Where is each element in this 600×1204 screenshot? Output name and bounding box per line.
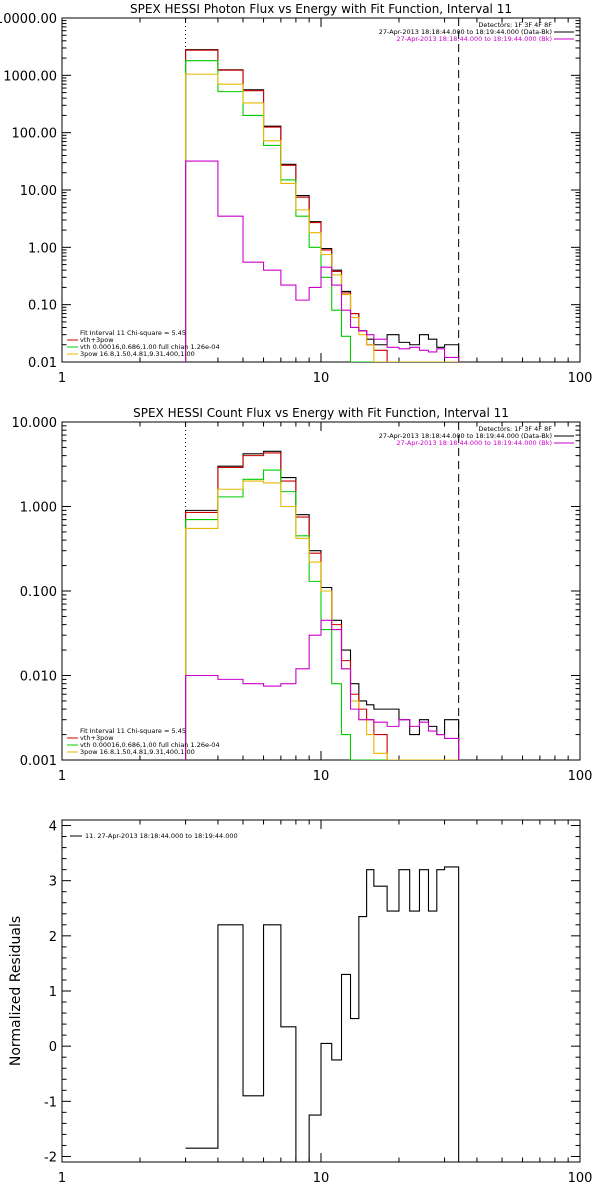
panel2-y-tick-label: 0.100 bbox=[20, 585, 57, 600]
panel1-plot-frame bbox=[61, 17, 581, 363]
panel1-x-tick-label: 10 bbox=[313, 371, 330, 386]
panel2-y-tick-label: 1.000 bbox=[20, 501, 57, 516]
panel1-legend-topright-text: 27-Apr-2013 18:18:44.000 to 18:19:44.000… bbox=[396, 35, 552, 43]
panel1-legend-bottomleft-text: 3pow 16.8,1.50,4.81,9.31,400,1.00 bbox=[80, 350, 195, 358]
panel2-legend-bottomleft-text: 3pow 16.8,1.50,4.81,9.31,400,1.00 bbox=[80, 748, 195, 756]
panel1-title: SPEX HESSI Photon Flux vs Energy with Fi… bbox=[130, 2, 512, 16]
panel1-series-3pow bbox=[185, 73, 460, 362]
panel1-series-bk bbox=[185, 160, 460, 362]
panel2-series-vth-3pow bbox=[185, 452, 460, 760]
panel3-y-tick-label: 4 bbox=[49, 820, 57, 835]
panel2-y-tick-label: 0.001 bbox=[20, 754, 57, 769]
panel2-x-tick-label: 1 bbox=[58, 769, 66, 784]
panel3-y-tick-label: 2 bbox=[49, 930, 57, 945]
panel3-series-residual bbox=[185, 866, 460, 1162]
panel1-x-tick-label: 1 bbox=[58, 371, 66, 386]
panel3-y-axis-label: Normalized Residuals bbox=[8, 916, 24, 1066]
panel1-y-tick-label: 100.00 bbox=[12, 127, 58, 142]
panel1-legend-bottomleft-text: vth+3pow bbox=[80, 336, 114, 344]
panel1-legend-topright-text: 27-Apr-2013 18:18:44.000 to 18:19:44.000… bbox=[379, 28, 552, 36]
panel2-legend-topright-text: 27-Apr-2013 18:18:44.000 to 18:19:44.000… bbox=[379, 432, 552, 440]
panel1-x-tick-label: 100 bbox=[568, 371, 593, 386]
panel1-y-tick-label: 0.10 bbox=[28, 299, 57, 314]
panel1-y-tick-label: 0.01 bbox=[28, 356, 57, 371]
panel1-y-tick-label: 1000.00 bbox=[3, 69, 57, 84]
panel2-series-vth bbox=[185, 469, 460, 760]
panel1-y-tick-label: 1.00 bbox=[28, 241, 57, 256]
panel2-series-bk bbox=[185, 619, 460, 760]
panel2-x-tick-label: 100 bbox=[568, 769, 593, 784]
panel1-legend-bottomleft-text: vth 0.00016,0.686,1.00 full chian 1.26e-… bbox=[80, 343, 220, 351]
panel2-y-tick-label: 10.000 bbox=[12, 416, 58, 431]
panel2-legend-topright-text: Detectors: 1F 3F 4F 8F bbox=[478, 425, 552, 433]
panel1-y-tick-label: 10000.00 bbox=[0, 12, 57, 27]
panel3-x-tick-label: 100 bbox=[568, 1171, 593, 1186]
panel1-series-data-bk bbox=[185, 49, 460, 362]
panel2-series-data-bk bbox=[185, 450, 460, 760]
panel3-y-tick-label: -1 bbox=[44, 1095, 57, 1110]
panel2-y-tick-label: 0.010 bbox=[20, 670, 57, 685]
panel3-x-tick-label: 1 bbox=[58, 1171, 66, 1186]
panel2-legend-bottomleft-text: vth+3pow bbox=[80, 734, 114, 742]
panel3-y-tick-label: 1 bbox=[49, 985, 57, 1000]
panel1-y-tick-label: 10.00 bbox=[20, 184, 57, 199]
panel2-title: SPEX HESSI Count Flux vs Energy with Fit… bbox=[133, 406, 509, 420]
panel2-legend-topright-text: 27-Apr-2013 18:18:44.000 to 18:19:44.000… bbox=[396, 439, 552, 447]
panel1-legend-topright-text: Detectors: 1F 3F 4F 8F bbox=[478, 21, 552, 29]
panel1-series-vth-3pow bbox=[185, 49, 460, 362]
panel2-legend-bottomleft-text: Fit Interval 11 Chi-square = 5.45 bbox=[80, 727, 186, 735]
panel3-x-tick-label: 10 bbox=[313, 1171, 330, 1186]
panel3-y-tick-label: 0 bbox=[49, 1040, 57, 1055]
panel3-y-tick-label: -2 bbox=[44, 1150, 57, 1165]
panel1-series-vth bbox=[185, 60, 460, 362]
panel2-legend-bottomleft-text: vth 0.00016,0.686,1.00 full chian 1.26e-… bbox=[80, 741, 220, 749]
panel3-legend-topleft-text: 11. 27-Apr-2013 18:18:44.000 to 18:19:44… bbox=[85, 832, 238, 840]
panel2-x-tick-label: 10 bbox=[313, 769, 330, 784]
panel3-y-tick-label: 3 bbox=[49, 875, 57, 890]
panel1-legend-bottomleft-text: Fit Interval 11 Chi-square = 5.45 bbox=[80, 329, 186, 337]
